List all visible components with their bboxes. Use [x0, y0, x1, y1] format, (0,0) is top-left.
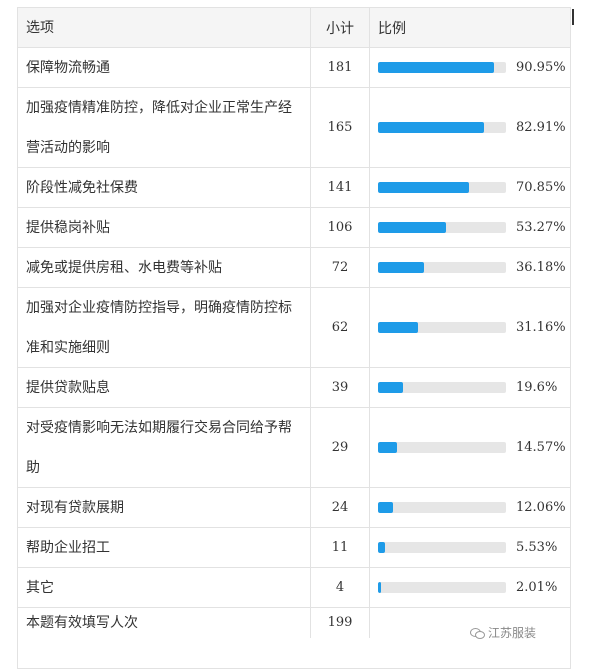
ratio-cell: 5.53% — [370, 528, 570, 567]
percent-text: 19.6% — [516, 380, 558, 395]
ratio-cell: 90.95% — [370, 48, 570, 87]
ratio-cell: 53.27% — [370, 208, 570, 247]
table-row: 提供稳岗补贴 106 53.27% — [18, 208, 570, 248]
option-label: 保障物流畅通 — [26, 59, 110, 76]
option-count: 181 — [310, 48, 370, 87]
progress-bar — [378, 182, 506, 193]
progress-bar — [378, 62, 506, 73]
option-count: 29 — [310, 408, 370, 487]
header-count: 小计 — [310, 8, 370, 47]
header-ratio: 比例 — [378, 20, 406, 37]
percent-text: 2.01% — [516, 580, 558, 595]
progress-bar — [378, 322, 506, 333]
option-count: 11 — [310, 528, 370, 567]
ratio-cell: 70.85% — [370, 168, 570, 207]
progress-bar — [378, 382, 506, 393]
percent-text: 70.85% — [516, 180, 566, 195]
wechat-icon — [470, 627, 485, 639]
ratio-cell: 14.57% — [370, 408, 570, 487]
percent-text: 36.18% — [516, 260, 566, 275]
progress-bar-fill — [378, 382, 404, 393]
table-header: 选项 小计 比例 — [18, 8, 570, 48]
progress-bar-fill — [378, 502, 394, 513]
ratio-cell: 2.01% — [370, 568, 570, 607]
results-table: 选项 小计 比例 保障物流畅通 181 90.95% 加强疫情精准防控，降低对企… — [17, 7, 571, 669]
progress-bar-fill — [378, 122, 485, 133]
total-row: 本题有效填写人次 199 — [18, 608, 570, 668]
option-label: 阶段性减免社保费 — [26, 179, 138, 196]
ratio-cell: 12.06% — [370, 488, 570, 527]
progress-bar — [378, 502, 506, 513]
progress-bar-fill — [378, 542, 386, 553]
option-count: 24 — [310, 488, 370, 527]
table-row: 提供贷款贴息 39 19.6% — [18, 368, 570, 408]
option-label: 帮助企业招工 — [26, 539, 110, 556]
ratio-cell: 19.6% — [370, 368, 570, 407]
percent-text: 5.53% — [516, 540, 558, 555]
table-row: 阶段性减免社保费 141 70.85% — [18, 168, 570, 208]
option-label: 加强疫情精准防控，降低对企业正常生产经营活动的影响 — [26, 99, 292, 156]
option-count: 165 — [310, 88, 370, 167]
progress-bar-fill — [378, 262, 425, 273]
option-count: 141 — [310, 168, 370, 207]
table-row: 其它 4 2.01% — [18, 568, 570, 608]
progress-bar — [378, 542, 506, 553]
percent-text: 82.91% — [516, 120, 566, 135]
total-label: 本题有效填写人次 — [26, 615, 138, 631]
progress-bar-fill — [378, 62, 495, 73]
progress-bar-fill — [378, 182, 469, 193]
option-label: 其它 — [26, 579, 54, 596]
table-row: 对现有贷款展期 24 12.06% — [18, 488, 570, 528]
percent-text: 90.95% — [516, 60, 566, 75]
option-count: 72 — [310, 248, 370, 287]
progress-bar — [378, 222, 506, 233]
watermark-text: 江苏服装 — [488, 626, 537, 640]
progress-bar-fill — [378, 582, 381, 593]
option-label: 加强对企业疫情防控指导，明确疫情防控标准和实施细则 — [26, 299, 292, 356]
percent-text: 53.27% — [516, 220, 566, 235]
ratio-cell: 36.18% — [370, 248, 570, 287]
total-count: 199 — [310, 608, 370, 638]
table-row: 对受疫情影响无法如期履行交易合同给予帮助 29 14.57% — [18, 408, 570, 488]
table-row: 帮助企业招工 11 5.53% — [18, 528, 570, 568]
watermark: 江苏服装 — [470, 624, 536, 641]
option-label: 减免或提供房租、水电费等补贴 — [26, 259, 222, 276]
option-count: 62 — [310, 288, 370, 367]
progress-bar-fill — [378, 322, 418, 333]
percent-text: 12.06% — [516, 500, 566, 515]
option-label: 提供稳岗补贴 — [26, 219, 110, 236]
table-row: 加强疫情精准防控，降低对企业正常生产经营活动的影响 165 82.91% — [18, 88, 570, 168]
percent-text: 31.16% — [516, 320, 566, 335]
percent-text: 14.57% — [516, 440, 566, 455]
progress-bar — [378, 122, 506, 133]
option-count: 106 — [310, 208, 370, 247]
table-row: 加强对企业疫情防控指导，明确疫情防控标准和实施细则 62 31.16% — [18, 288, 570, 368]
text-cursor — [572, 9, 574, 25]
progress-bar — [378, 262, 506, 273]
option-count: 39 — [310, 368, 370, 407]
option-label: 对现有贷款展期 — [26, 499, 124, 516]
progress-bar — [378, 442, 506, 453]
option-label: 提供贷款贴息 — [26, 379, 110, 396]
header-option: 选项 — [26, 19, 54, 36]
progress-bar-fill — [378, 442, 397, 453]
table-row: 保障物流畅通 181 90.95% — [18, 48, 570, 88]
progress-bar-fill — [378, 222, 447, 233]
ratio-cell: 31.16% — [370, 288, 570, 367]
progress-bar — [378, 582, 506, 593]
table-row: 减免或提供房租、水电费等补贴 72 36.18% — [18, 248, 570, 288]
option-label: 对受疫情影响无法如期履行交易合同给予帮助 — [26, 419, 292, 476]
option-count: 4 — [310, 568, 370, 607]
ratio-cell: 82.91% — [370, 88, 570, 167]
